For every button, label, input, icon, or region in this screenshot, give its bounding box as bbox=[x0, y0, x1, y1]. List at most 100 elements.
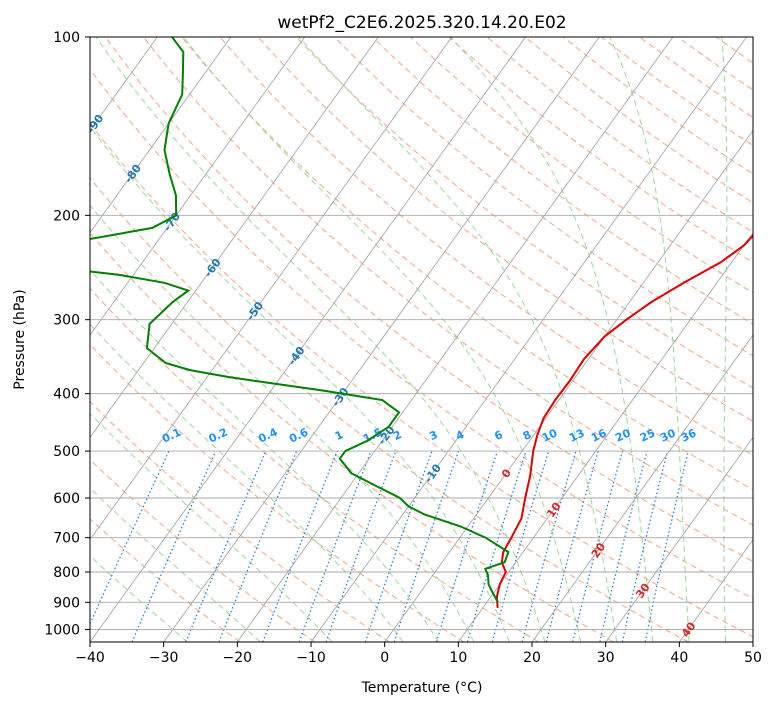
isotherm-label: -40 bbox=[286, 344, 308, 368]
y-axis: 100 200 300 400 500 600 700 800 900 1000 bbox=[44, 30, 90, 638]
isotherm-label: -90 bbox=[84, 112, 106, 136]
mixing-ratio-line bbox=[644, 450, 689, 642]
temperature-profile-line bbox=[495, 234, 753, 609]
mixing-ratio-label: 2 bbox=[391, 428, 403, 443]
dewpoint-profile-line bbox=[90, 37, 510, 603]
dry-adiabat-line bbox=[715, 37, 753, 64]
dry-adiabat-line bbox=[524, 37, 753, 204]
mixing-ratio-line bbox=[131, 450, 217, 642]
mixing-ratio-label: 0.1 bbox=[160, 426, 183, 446]
x-tick-label: −40 bbox=[75, 650, 105, 666]
y-tick-label: 500 bbox=[53, 444, 80, 460]
x-tick-label: −20 bbox=[223, 650, 253, 666]
mixing-ratio-line bbox=[262, 450, 338, 642]
dry-adiabat-line bbox=[90, 68, 753, 600]
mixing-ratio-line bbox=[364, 450, 433, 642]
y-tick-label: 400 bbox=[53, 387, 80, 403]
dry-adiabat-line bbox=[372, 37, 753, 325]
x-tick-label: 10 bbox=[449, 650, 467, 666]
dry-adiabat-line bbox=[639, 37, 753, 119]
x-tick-label: −30 bbox=[149, 650, 179, 666]
dry-adiabat-line bbox=[90, 177, 689, 642]
mixing-ratio-line bbox=[90, 450, 170, 626]
y-tick-label: 900 bbox=[53, 595, 80, 611]
isotherm-line bbox=[752, 641, 753, 642]
isotherm-line bbox=[90, 37, 379, 439]
y-tick-label: 800 bbox=[53, 565, 80, 581]
dry-adiabat-line bbox=[257, 37, 753, 422]
dry-adiabat-line bbox=[90, 458, 315, 642]
mixing-ratio-line bbox=[599, 450, 648, 642]
y-tick-label: 600 bbox=[53, 491, 80, 507]
mixing-ratio-line bbox=[572, 450, 623, 642]
isotherm-line bbox=[310, 37, 747, 642]
mixing-ratio-label: 16 bbox=[589, 426, 609, 444]
moist-adiabat-line bbox=[609, 37, 690, 642]
dry-adiabat-line bbox=[90, 122, 753, 638]
moist-adiabat-line bbox=[298, 37, 618, 642]
mixing-ratio-label: 13 bbox=[567, 426, 586, 444]
isotherm-line bbox=[90, 37, 305, 336]
mixing-ratio-label: 25 bbox=[638, 426, 657, 444]
dry-adiabat-line bbox=[143, 37, 753, 526]
moist-adiabat-line bbox=[90, 204, 475, 642]
dry-adiabat-line bbox=[90, 287, 540, 642]
x-tick-label: −10 bbox=[296, 650, 326, 666]
mixing-ratio-line bbox=[521, 450, 577, 642]
y-axis-label: Pressure (hPa) bbox=[12, 289, 28, 389]
mixing-ratio-line bbox=[185, 450, 267, 642]
dry-adiabat-line bbox=[333, 37, 753, 357]
guide-line-labels: -100-90-80-70-60-50-40-30-20-10 010203040… bbox=[84, 112, 699, 640]
mixing-ratio-label: 20 bbox=[613, 426, 633, 444]
mixing-ratio-label: 30 bbox=[658, 426, 678, 444]
x-tick-label: 20 bbox=[523, 650, 541, 666]
isotherm-line bbox=[163, 37, 600, 642]
x-tick-label: 30 bbox=[597, 650, 615, 666]
y-tick-label: 200 bbox=[53, 208, 80, 224]
x-tick-label: 0 bbox=[380, 650, 389, 666]
dry-adiabat-line bbox=[90, 518, 241, 642]
isotherm-line bbox=[90, 37, 232, 234]
dry-adiabat-line bbox=[90, 400, 390, 642]
mixing-ratio-line bbox=[218, 450, 298, 642]
mixing-ratio-label: 0.2 bbox=[207, 426, 230, 446]
dry-adiabat-line bbox=[90, 343, 465, 642]
moist-adiabat-line bbox=[721, 37, 728, 642]
moist-adiabat-line bbox=[90, 126, 510, 642]
isotherm-line bbox=[384, 129, 753, 642]
mixing-ratio-label: 1 bbox=[333, 428, 345, 443]
dry-adiabat-line bbox=[90, 232, 614, 642]
isotherm-line bbox=[605, 436, 753, 642]
moist-adiabat-line bbox=[95, 37, 546, 642]
y-tick-label: 700 bbox=[53, 531, 80, 547]
mixing-ratio-line bbox=[621, 450, 669, 642]
moist-adiabat-line bbox=[90, 487, 261, 642]
moist-adiabat-line bbox=[450, 37, 654, 642]
isotherm-label: -30 bbox=[329, 385, 351, 409]
mixing-ratio-line bbox=[325, 450, 397, 642]
isotherm-label: -80 bbox=[122, 162, 144, 186]
isotherm-label: -10 bbox=[422, 461, 444, 485]
y-tick-label: 100 bbox=[53, 30, 80, 46]
mixing-ratio-label: 8 bbox=[521, 428, 533, 443]
dry-adiabat-line bbox=[601, 37, 753, 147]
isotherm-label: 40 bbox=[679, 619, 699, 639]
mixing-ratio-line bbox=[435, 450, 498, 642]
dry-adiabat-line bbox=[104, 37, 753, 563]
moist-adiabat-line bbox=[90, 323, 404, 642]
isotherm-line bbox=[0, 37, 10, 642]
x-axis-label: Temperature (°C) bbox=[361, 680, 483, 696]
moist-adiabat-line bbox=[762, 37, 775, 642]
x-axis: −40 −30 −20 −10 0 10 20 30 40 50 bbox=[75, 642, 762, 666]
moist-adiabat-line bbox=[90, 269, 439, 642]
dry-adiabat-line bbox=[295, 37, 753, 389]
isotherm-line bbox=[236, 37, 674, 642]
background-guide-lines bbox=[0, 37, 775, 642]
x-tick-label: 40 bbox=[670, 650, 688, 666]
isotherm-line bbox=[531, 334, 753, 642]
isotherm-label: 20 bbox=[589, 540, 609, 560]
mixing-ratio-line bbox=[545, 450, 599, 642]
y-tick-label: 1000 bbox=[44, 622, 80, 638]
isotherm-line bbox=[90, 37, 526, 642]
